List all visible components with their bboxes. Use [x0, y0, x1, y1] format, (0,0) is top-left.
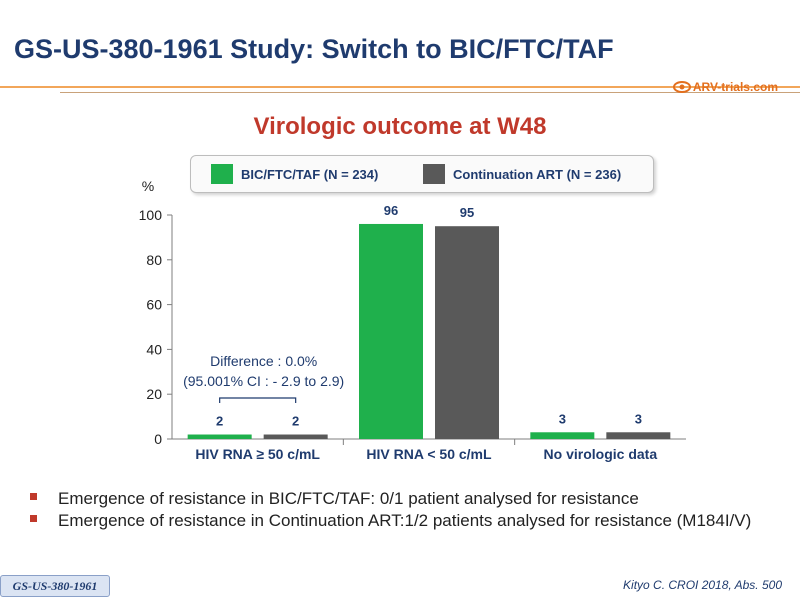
difference-bracket [219, 397, 297, 403]
bar-value-label: 3 [635, 411, 642, 426]
bullet-square-icon [30, 515, 37, 522]
logo-icon [672, 81, 691, 93]
bar [606, 432, 671, 439]
bullet-text: Emergence of resistance in Continuation … [58, 511, 752, 530]
chart-legend: BIC/FTC/TAF (N = 234) Continuation ART (… [190, 155, 654, 193]
legend-item-continuation: Continuation ART (N = 236) [423, 164, 621, 184]
citation: Kityo C. CROI 2018, Abs. 500 [623, 578, 782, 592]
x-category-label: HIV RNA ≥ 50 c/mL [195, 446, 320, 462]
bar [263, 434, 328, 439]
legend-label-continuation: Continuation ART (N = 236) [453, 166, 622, 182]
y-tick-label: 60 [146, 297, 162, 313]
y-axis-label: % [142, 178, 154, 194]
bullet-item: Emergence of resistance in Continuation … [30, 510, 770, 531]
legend-label-bic: BIC/FTC/TAF (N = 234) [241, 166, 379, 182]
bar [435, 226, 499, 439]
legend-item-bic: BIC/FTC/TAF (N = 234) [211, 164, 378, 184]
bar-value-label: 2 [292, 414, 299, 429]
bar [530, 432, 595, 439]
y-tick-label: 40 [146, 341, 162, 357]
y-tick-label: 100 [139, 207, 163, 223]
chart-subtitle: Virologic outcome at W48 [253, 113, 547, 140]
ci-annotation: (95.001% CI : - 2.9 to 2.9) [183, 373, 344, 389]
y-tick-label: 20 [146, 386, 162, 402]
legend-swatch-continuation [423, 164, 445, 184]
bullet-text: Emergence of resistance in BIC/FTC/TAF: … [58, 489, 639, 508]
bar-value-label: 95 [460, 205, 474, 220]
arv-trials-logo: ARV-trials.com [672, 78, 778, 96]
slide-title: GS-US-380-1961 Study: Switch to BIC/FTC/… [14, 34, 614, 64]
x-category-label: HIV RNA < 50 c/mL [366, 446, 492, 462]
bar-value-label: 96 [384, 203, 398, 218]
bullet-item: Emergence of resistance in BIC/FTC/TAF: … [30, 488, 770, 509]
study-tag: GS-US-380-1961 [0, 575, 110, 597]
bar-value-label: 2 [216, 414, 223, 429]
bar [187, 434, 252, 439]
bar-value-label: 3 [559, 411, 566, 426]
x-category-label: No virologic data [544, 446, 658, 462]
title-divider-thin [60, 92, 800, 93]
difference-annotation: Difference : 0.0% [210, 353, 317, 369]
bullet-square-icon [30, 493, 37, 500]
logo-text: ARV-trials.com [692, 80, 778, 94]
y-tick-label: 0 [154, 431, 162, 447]
bar [359, 223, 423, 439]
y-tick-label: 80 [146, 252, 162, 268]
legend-swatch-bic [211, 164, 233, 184]
bullet-list: Emergence of resistance in BIC/FTC/TAF: … [30, 488, 770, 532]
title-divider [0, 86, 800, 88]
bar-chart: 0 20 40 60 80 100% HIV RNA ≥ 50 c/mL HIV RNA < … [139, 178, 686, 462]
